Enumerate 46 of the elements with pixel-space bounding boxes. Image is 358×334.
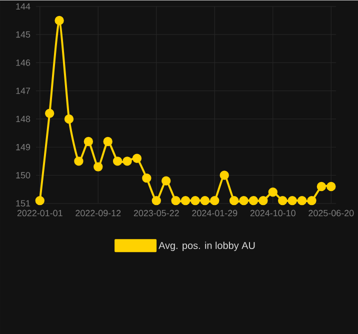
y-tick-label: 148 [16,116,30,122]
point [152,196,161,205]
y-tick-label: 151 [16,200,30,206]
point [288,196,297,205]
point [180,196,190,205]
y-tick-label: 149 [16,144,30,150]
point [248,196,258,205]
point [278,196,288,205]
point [112,156,122,166]
point [44,108,54,118]
point [74,156,84,166]
point [316,182,326,191]
y-tick-label: 150 [16,172,30,178]
y-tick-label: 147 [16,88,30,94]
legend-label: Avg. pos. in lobby AU [158,242,255,251]
point [103,136,112,146]
point [326,182,336,191]
point [162,176,171,186]
y-tick-label: 144 [16,3,30,10]
point [132,154,142,163]
point [210,196,220,205]
point [64,114,74,124]
x-tick-label: 2023-05-22 [134,210,179,216]
point [122,156,132,166]
point [171,196,180,205]
x-tick-label: 2022-09-12 [76,210,121,216]
point [84,136,94,146]
x-tick-label: 2024-01-29 [192,210,238,216]
x-tick-label: 2025-06-20 [308,210,354,216]
point [307,196,316,205]
point [297,196,307,205]
point [35,196,44,205]
point [220,170,229,180]
point [239,196,248,205]
point [94,162,103,172]
point [258,196,268,205]
point [200,196,210,205]
y-tick-label: 145 [16,31,30,38]
point [54,16,64,25]
point [142,173,152,182]
point [268,187,278,197]
point [229,196,239,205]
point [190,196,200,205]
x-tick-label: 2024-10-10 [250,210,296,216]
x-tick-label: 2022-01-01 [17,210,62,216]
y-tick-label: 146 [16,59,30,66]
